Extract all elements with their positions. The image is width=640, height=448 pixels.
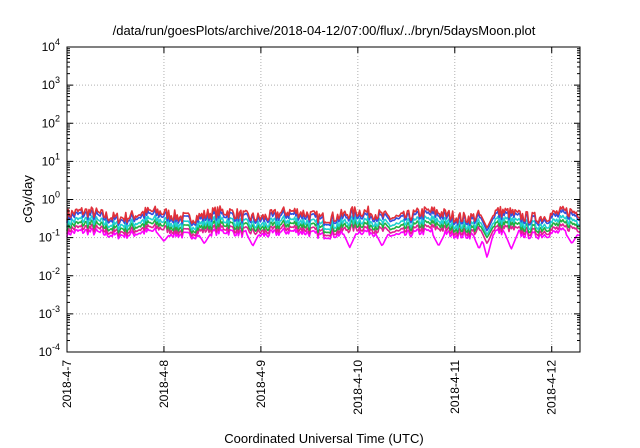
y-tick-label: 10-1 [39, 228, 60, 245]
y-tick-label: 10-3 [39, 304, 60, 321]
x-axis: 2018-4-7 2018-4-8 2018-4-9 2018-4-10 2018-4-… [60, 47, 559, 415]
plot-frame [66, 46, 581, 353]
y-axis-label: cGy/day [20, 175, 35, 223]
x-tick-label: 2018-4-11 [448, 360, 462, 414]
x-tick-label: 2018-4-12 [545, 360, 559, 415]
x-tick-label: 2018-4-8 [157, 360, 171, 408]
y-tick-label: 104 [42, 37, 60, 54]
grid [67, 47, 580, 352]
y-tick-label: 102 [42, 113, 60, 130]
x-axis-label: Coordinated Universal Time (UTC) [224, 431, 423, 446]
series-layer [66, 205, 581, 258]
y-tick-label: 100 [42, 190, 60, 207]
x-tick-label: 2018-4-10 [351, 360, 365, 415]
y-tick-label: 10-4 [39, 342, 60, 359]
chart-title: /data/run/goesPlots/archive/2018-04-12/0… [113, 23, 536, 38]
x-tick-label: 2018-4-7 [60, 360, 74, 408]
y-tick-label: 101 [42, 151, 60, 168]
x-tick-label: 2018-4-9 [254, 360, 268, 408]
y-tick-label: 103 [42, 75, 60, 92]
y-tick-label: 10-2 [39, 266, 60, 283]
y-axis: 10-4 10-3 10-2 10-1 100 101 102 103 104 [39, 37, 580, 359]
series-line [66, 205, 581, 229]
